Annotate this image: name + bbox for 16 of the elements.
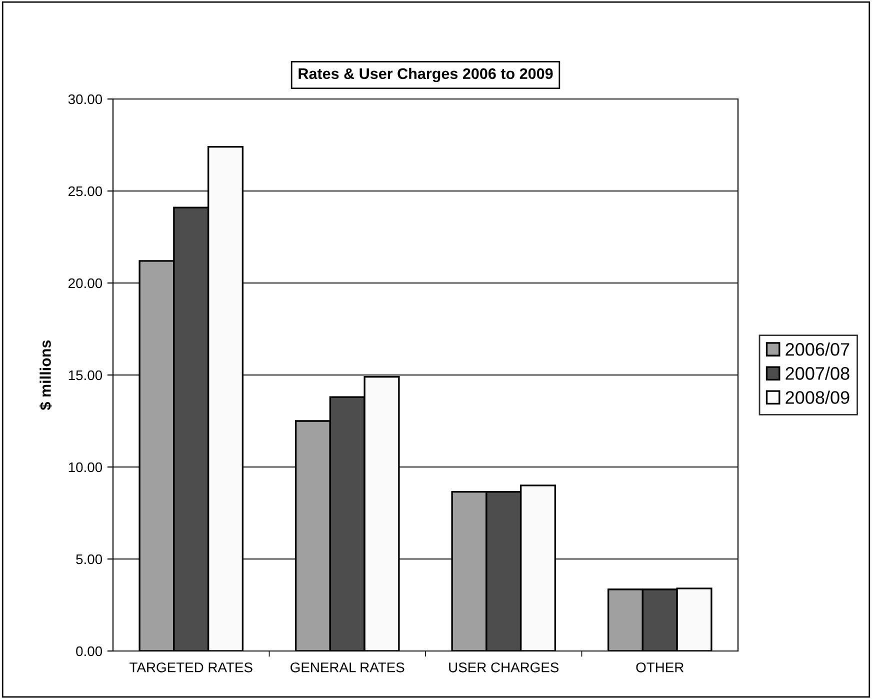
y-tick-label: 5.00 [76,554,102,564]
legend-label: 2006/07 [786,342,850,356]
y-tick-label: 15.00 [68,370,102,380]
y-tick-label: 25.00 [68,186,102,196]
x-tick-label: GENERAL RATES [290,662,404,672]
y-tick-label: 0.00 [76,646,102,656]
x-tick-label: USER CHARGES [449,662,559,672]
x-tick-label: TARGETED RATES [130,662,252,672]
legend-label: 2007/08 [786,366,850,380]
x-tick-label: OTHER [636,662,684,672]
legend-label: 2008/09 [786,390,850,404]
y-axis-title: $ millions [39,340,52,410]
y-tick-label: 20.00 [68,278,102,288]
y-tick-label: 30.00 [68,94,102,104]
y-tick-label: 10.00 [68,462,102,472]
chart-title: Rates & User Charges 2006 to 2009 [298,68,553,82]
